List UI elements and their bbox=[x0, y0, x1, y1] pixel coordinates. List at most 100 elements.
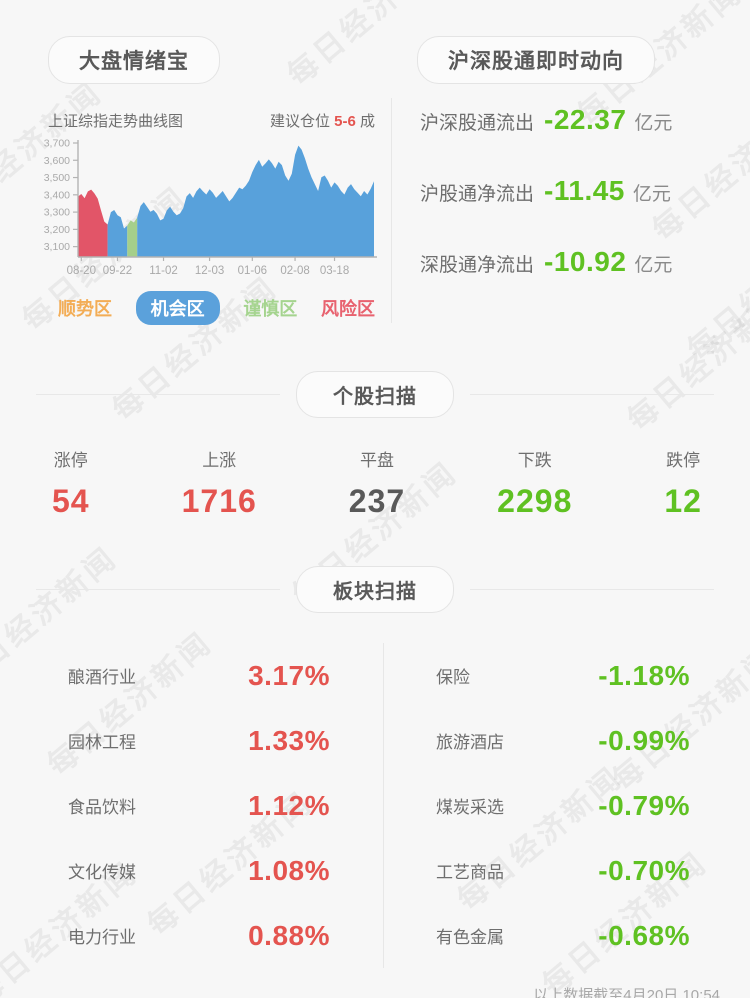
svg-text:03-18: 03-18 bbox=[320, 265, 349, 277]
sector-name: 保险 bbox=[436, 668, 470, 687]
stock-scan-title: 个股扫描 bbox=[296, 371, 454, 418]
sector-name: 酿酒行业 bbox=[68, 668, 136, 687]
sector-value: 3.17% bbox=[248, 659, 330, 691]
legend-zone-3[interactable]: 谨慎区 bbox=[243, 299, 298, 319]
svg-text:08-20: 08-20 bbox=[67, 265, 96, 277]
svg-text:3,400: 3,400 bbox=[44, 189, 70, 201]
sector-value: 1.33% bbox=[248, 724, 330, 756]
position-prefix: 建议仓位 bbox=[269, 113, 330, 130]
flow-unit: 亿元 bbox=[634, 255, 673, 276]
stat-item: 上涨 1716 bbox=[182, 446, 257, 520]
sector-name: 工艺商品 bbox=[436, 863, 504, 882]
sector-value: -0.79% bbox=[598, 789, 690, 821]
legend-zone-4[interactable]: 风险区 bbox=[320, 299, 375, 319]
sector-value: 1.08% bbox=[248, 854, 330, 886]
area-zone-c bbox=[127, 217, 138, 257]
sector-value: -0.68% bbox=[598, 919, 690, 951]
flow-label: 深股通净流出 bbox=[420, 255, 535, 276]
stat-value: 12 bbox=[664, 483, 702, 519]
index-trend-chart: 3,700 3,600 3,500 3,400 3,300 3,200 3,100 08-20… bbox=[44, 138, 377, 277]
svg-text:3,500: 3,500 bbox=[44, 172, 70, 184]
stat-value: 1716 bbox=[181, 483, 257, 519]
sector-name: 文化传媒 bbox=[68, 863, 136, 882]
flow-row: 沪股通净流出 -11.45 亿元 bbox=[420, 175, 750, 246]
flow-unit: 亿元 bbox=[634, 113, 673, 134]
sector-value: 1.12% bbox=[248, 789, 330, 821]
svg-text:3,700: 3,700 bbox=[44, 138, 70, 150]
sector-column-losers: 保险 -1.18% 旅游酒店 -0.99% 煤炭采选 -0.79% 工艺商品 -0.70% 有色… bbox=[383, 643, 750, 968]
sector-scan-title: 板块扫描 bbox=[296, 566, 454, 613]
sector-name: 电力行业 bbox=[68, 928, 136, 947]
stat-value: 2298 bbox=[497, 483, 573, 519]
flow-row: 深股通净流出 -10.92 亿元 bbox=[420, 246, 750, 317]
legend-zone-2[interactable]: 机会区 bbox=[135, 291, 220, 325]
legend-zone-1[interactable]: 顺势区 bbox=[58, 299, 112, 319]
sector-row: 有色金属 -0.68% bbox=[436, 903, 690, 968]
sector-value: -0.99% bbox=[598, 724, 690, 756]
sentiment-panel: 大盘情绪宝 上证综指走势曲线图 建议仓位 5-6 成 3,700 3,600 3,5… bbox=[0, 36, 403, 325]
stat-label: 涨停 bbox=[53, 451, 88, 470]
sector-name: 园林工程 bbox=[68, 733, 136, 752]
sector-row: 酿酒行业 3.17% bbox=[68, 643, 330, 708]
divider-line bbox=[470, 589, 714, 590]
divider-line bbox=[36, 589, 280, 590]
sector-row: 煤炭采选 -0.79% bbox=[436, 773, 690, 838]
svg-text:09-22: 09-22 bbox=[103, 265, 132, 277]
northbound-panel-title: 沪深股通即时动向 bbox=[417, 36, 655, 84]
stat-value: 54 bbox=[52, 483, 90, 519]
svg-text:3,200: 3,200 bbox=[44, 224, 70, 236]
divider-line bbox=[36, 394, 280, 395]
sector-row: 食品饮料 1.12% bbox=[68, 773, 330, 838]
stat-item: 下跌 2298 bbox=[497, 446, 572, 520]
flow-label: 沪股通净流出 bbox=[420, 184, 535, 205]
position-suffix: 成 bbox=[359, 113, 375, 130]
stat-item: 跌停 12 bbox=[664, 446, 702, 520]
stat-label: 平盘 bbox=[359, 451, 394, 470]
flow-value: -10.92 bbox=[544, 246, 627, 277]
flow-value: -22.37 bbox=[544, 104, 627, 135]
position-suggestion: 建议仓位 5-6 成 bbox=[270, 110, 375, 131]
stat-label: 跌停 bbox=[666, 451, 701, 470]
footer-note: 以上数据截至4月20日 10:54 bbox=[533, 987, 720, 998]
stat-item: 涨停 54 bbox=[52, 446, 90, 520]
sector-name: 有色金属 bbox=[436, 928, 504, 947]
chart-title: 上证综指走势曲线图 bbox=[48, 113, 184, 130]
svg-text:12-03: 12-03 bbox=[195, 265, 224, 277]
stat-value: 237 bbox=[348, 483, 406, 519]
sentiment-panel-title: 大盘情绪宝 bbox=[48, 36, 220, 84]
sector-column-gainers: 酿酒行业 3.17% 园林工程 1.33% 食品饮料 1.12% 文化传媒 1.08% 电力行业… bbox=[0, 643, 383, 968]
stat-label: 下跌 bbox=[517, 451, 552, 470]
area-zone-o bbox=[107, 210, 128, 257]
top-row: 大盘情绪宝 上证综指走势曲线图 建议仓位 5-6 成 3,700 3,600 3,5… bbox=[0, 0, 750, 325]
svg-text:11-02: 11-02 bbox=[149, 265, 178, 277]
sector-value: -1.18% bbox=[598, 659, 690, 691]
flow-row: 沪深股通流出 -22.37 亿元 bbox=[420, 104, 750, 175]
svg-text:3,600: 3,600 bbox=[44, 155, 70, 167]
position-value: 5-6 bbox=[334, 113, 356, 130]
sector-row: 旅游酒店 -0.99% bbox=[436, 708, 690, 773]
svg-text:3,100: 3,100 bbox=[44, 241, 70, 253]
sector-name: 食品饮料 bbox=[68, 798, 136, 817]
flow-label: 沪深股通流出 bbox=[420, 113, 535, 134]
stat-label: 上涨 bbox=[202, 451, 237, 470]
sector-value: -0.70% bbox=[598, 854, 690, 886]
flow-value: -11.45 bbox=[544, 175, 625, 206]
sector-name: 煤炭采选 bbox=[436, 798, 504, 817]
flow-unit: 亿元 bbox=[632, 184, 671, 205]
svg-text:02-08: 02-08 bbox=[280, 265, 309, 277]
svg-text:01-06: 01-06 bbox=[238, 265, 267, 277]
northbound-panel: 沪深股通即时动向 沪深股通流出 -22.37 亿元 沪股通净流出 -11.45 亿元 深股通… bbox=[391, 36, 750, 325]
area-zone-o bbox=[137, 145, 374, 257]
sector-row: 文化传媒 1.08% bbox=[68, 838, 330, 903]
svg-text:3,300: 3,300 bbox=[44, 207, 70, 219]
sector-value: 0.88% bbox=[248, 919, 330, 951]
sector-columns: 酿酒行业 3.17% 园林工程 1.33% 食品饮料 1.12% 文化传媒 1.08% 电力行业… bbox=[0, 643, 750, 968]
divider-line bbox=[470, 394, 714, 395]
zone-legend: 顺势区 机会区 谨慎区 风险区 bbox=[58, 291, 375, 325]
sector-row: 保险 -1.18% bbox=[436, 643, 690, 708]
section-sector-scan: 板块扫描 bbox=[36, 566, 714, 613]
area-zone-r bbox=[78, 189, 108, 257]
sector-row: 工艺商品 -0.70% bbox=[436, 838, 690, 903]
stats-row: 涨停 54 上涨 1716 平盘 237 下跌 2298 跌停 12 bbox=[0, 418, 750, 520]
